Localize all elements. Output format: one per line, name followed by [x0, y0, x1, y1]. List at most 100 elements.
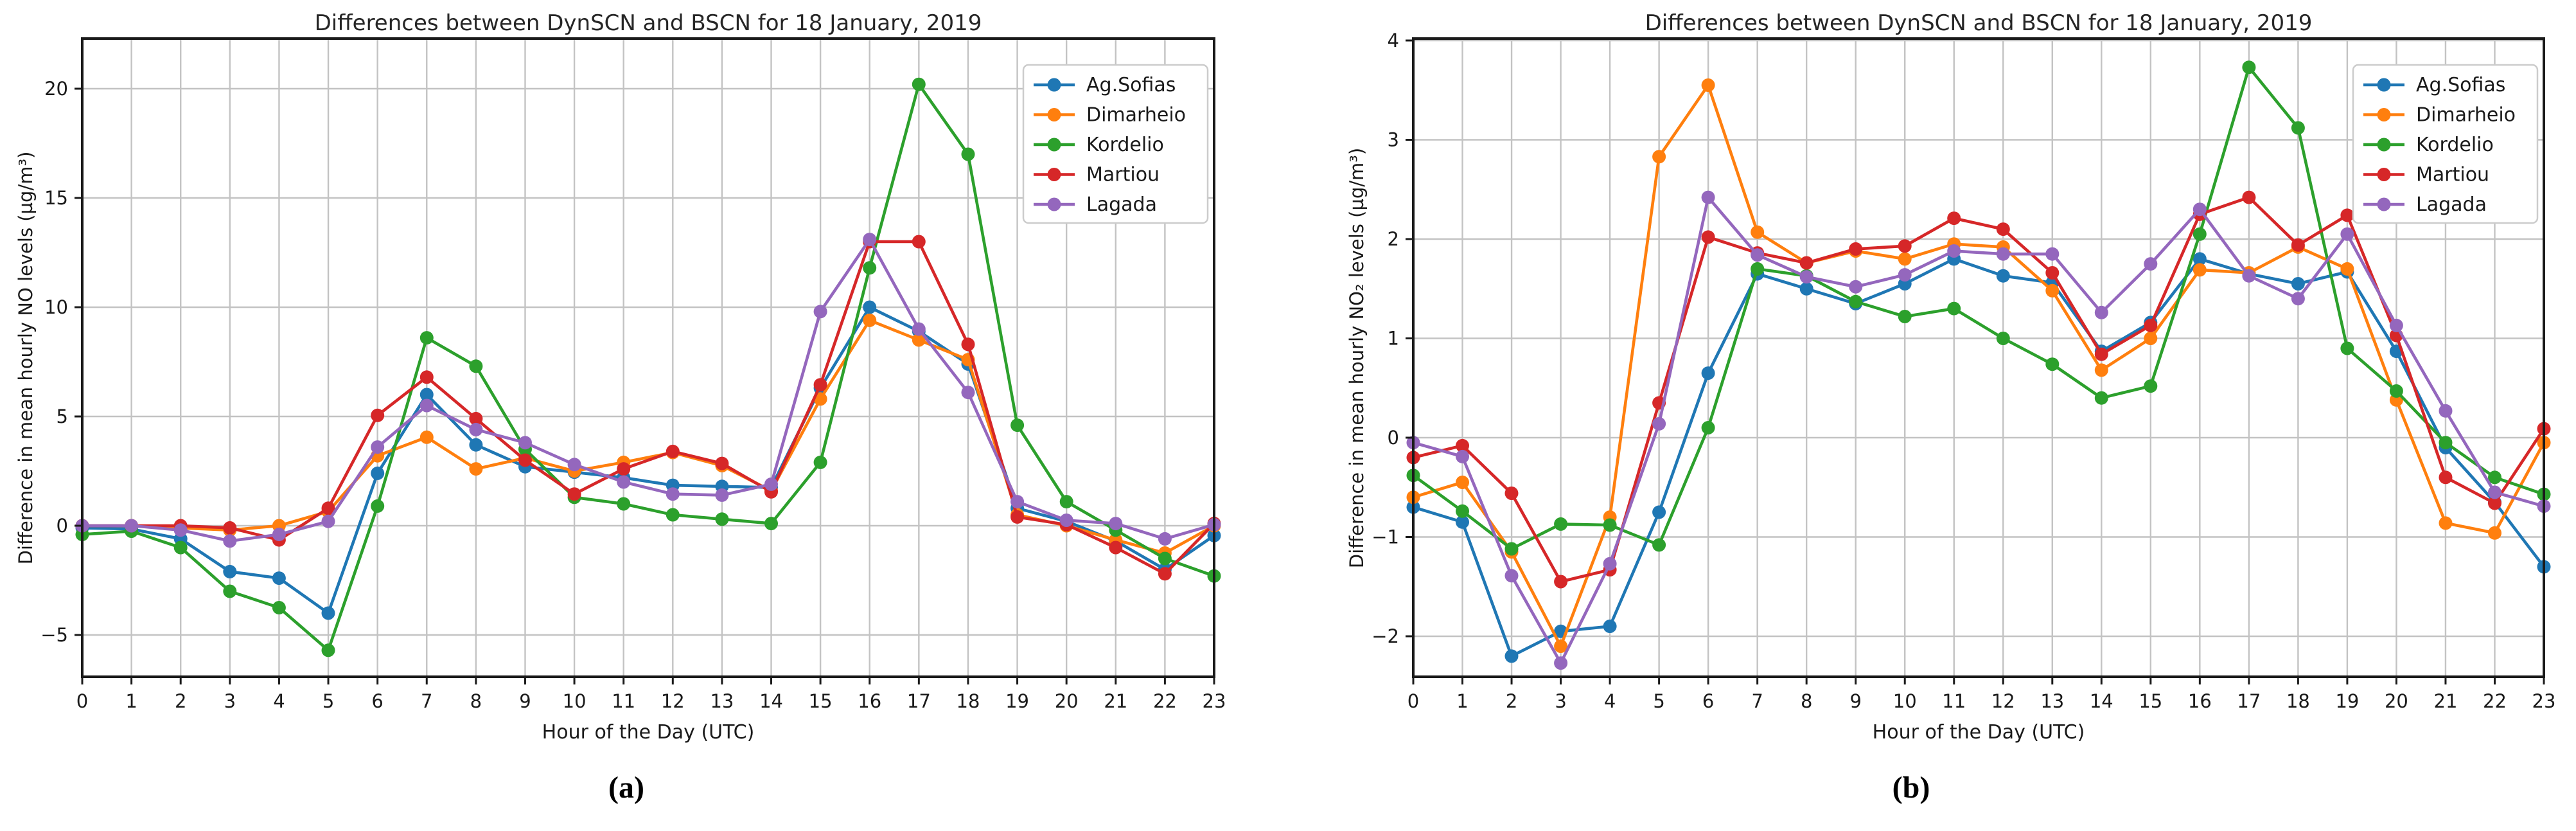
x-tick-label: 20: [2385, 690, 2408, 712]
data-point: [469, 462, 483, 476]
x-tick-label: 8: [470, 690, 482, 712]
data-point: [2439, 436, 2453, 450]
data-point: [1603, 620, 1617, 633]
legend-marker: [1047, 108, 1061, 121]
data-point: [2291, 277, 2305, 290]
data-point: [1158, 532, 1172, 546]
ticks-a: 0 1 2 3 4 5 6 7 8 9 10 11 12 13 14 15 16 17 18 19 20 21 22 2320…: [40, 78, 1226, 712]
data-point: [1799, 270, 1813, 284]
x-tick-label: 5: [1653, 690, 1664, 712]
data-point: [1554, 639, 1568, 653]
data-point: [666, 508, 680, 522]
data-point: [1109, 541, 1123, 555]
data-point: [1898, 239, 1912, 253]
data-point: [2144, 257, 2158, 271]
x-tick-label: 20: [1055, 690, 1079, 712]
data-point: [469, 422, 483, 436]
y-tick-label: 20: [44, 78, 68, 100]
series-line-dimarheio-b: [1411, 84, 2546, 648]
legend-marker: [2377, 78, 2391, 92]
data-point: [813, 378, 827, 392]
data-point: [1898, 252, 1912, 266]
legend-marker: [2377, 168, 2391, 181]
data-point: [1504, 649, 1519, 663]
series-line-agsofias-b: [1411, 257, 2546, 658]
legend-marker: [1047, 168, 1061, 181]
x-tick-label: 11: [1942, 690, 1966, 712]
data-point: [2242, 269, 2256, 283]
legend-label: Ag.Sofias: [1086, 74, 1176, 96]
data-point: [321, 501, 335, 515]
data-point: [2439, 404, 2453, 418]
legend-box: [1022, 64, 1209, 224]
x-tick-label: 13: [2040, 690, 2064, 712]
data-point: [2291, 238, 2305, 252]
legend-item-agsofias: Ag.Sofias: [1034, 74, 1176, 96]
data-point: [223, 584, 237, 598]
data-point: [469, 438, 483, 452]
data-point: [715, 488, 729, 502]
chart-a-y-axis-label: Difference in mean hourly NO levels (µg/…: [15, 151, 37, 565]
subfigure-caption-b: (b): [1892, 771, 1930, 805]
data-point: [617, 462, 631, 476]
data-point: [1799, 281, 1813, 296]
x-tick-label: 22: [1153, 690, 1177, 712]
data-point: [1652, 150, 1666, 164]
data-point: [1849, 242, 1863, 256]
x-tick-label: 3: [1555, 690, 1566, 712]
x-tick-label: 9: [519, 690, 531, 712]
data-point: [1059, 514, 1073, 527]
legend-marker: [2377, 108, 2391, 121]
data-point: [912, 235, 926, 249]
data-point: [371, 466, 385, 480]
data-point: [1947, 211, 1961, 226]
data-point: [961, 337, 975, 352]
series-line-dimarheio-a: [80, 319, 1216, 555]
x-tick-label: 22: [2483, 690, 2507, 712]
legend-label: Lagada: [2416, 193, 2487, 216]
data-point: [2192, 263, 2207, 277]
legend-b: Ag.Sofias Dimarheio Kordelio Martiou Lagada: [2352, 64, 2539, 224]
legend-item-lagada: Lagada: [2363, 193, 2487, 216]
data-point: [1996, 222, 2010, 237]
data-point: [1504, 487, 1519, 500]
data-point: [2389, 318, 2403, 332]
data-point: [2340, 262, 2354, 276]
x-tick-label: 2: [1506, 690, 1517, 712]
data-point: [1456, 438, 1469, 452]
x-tick-label: 14: [2090, 690, 2113, 712]
data-point: [863, 233, 877, 247]
data-point: [2094, 347, 2108, 361]
legend-item-kordelio: Kordelio: [2363, 134, 2494, 156]
data-point: [2192, 227, 2207, 241]
data-point: [1701, 190, 1715, 204]
data-point: [912, 77, 926, 91]
x-tick-label: 21: [1104, 690, 1127, 712]
data-point: [2488, 485, 2501, 499]
data-point: [518, 453, 532, 467]
data-point: [272, 571, 286, 585]
series-markers-lagada-b: [1406, 190, 2551, 670]
data-point: [2045, 283, 2060, 298]
y-tick-label: 3: [1388, 129, 1399, 151]
data-point: [2192, 202, 2207, 217]
data-point: [2340, 208, 2354, 222]
data-point: [617, 497, 631, 511]
x-tick-label: 16: [858, 690, 881, 712]
legend-marker: [2377, 138, 2391, 152]
data-point: [2291, 121, 2305, 135]
y-tick-label: −5: [40, 624, 68, 646]
y-tick-label: 0: [1388, 427, 1399, 449]
series-line-kordelio-a: [80, 82, 1216, 652]
legend-item-dimarheio: Dimarheio: [1034, 104, 1186, 127]
axes-spines-a: [81, 37, 1215, 678]
data-point: [1059, 495, 1073, 509]
legend-marker: [1047, 197, 1061, 211]
data-point: [2045, 266, 2060, 280]
data-point: [1849, 280, 1863, 294]
x-tick-label: 18: [957, 690, 980, 712]
data-point: [1456, 504, 1469, 518]
x-tick-label: 15: [2139, 690, 2162, 712]
data-point: [813, 455, 827, 469]
